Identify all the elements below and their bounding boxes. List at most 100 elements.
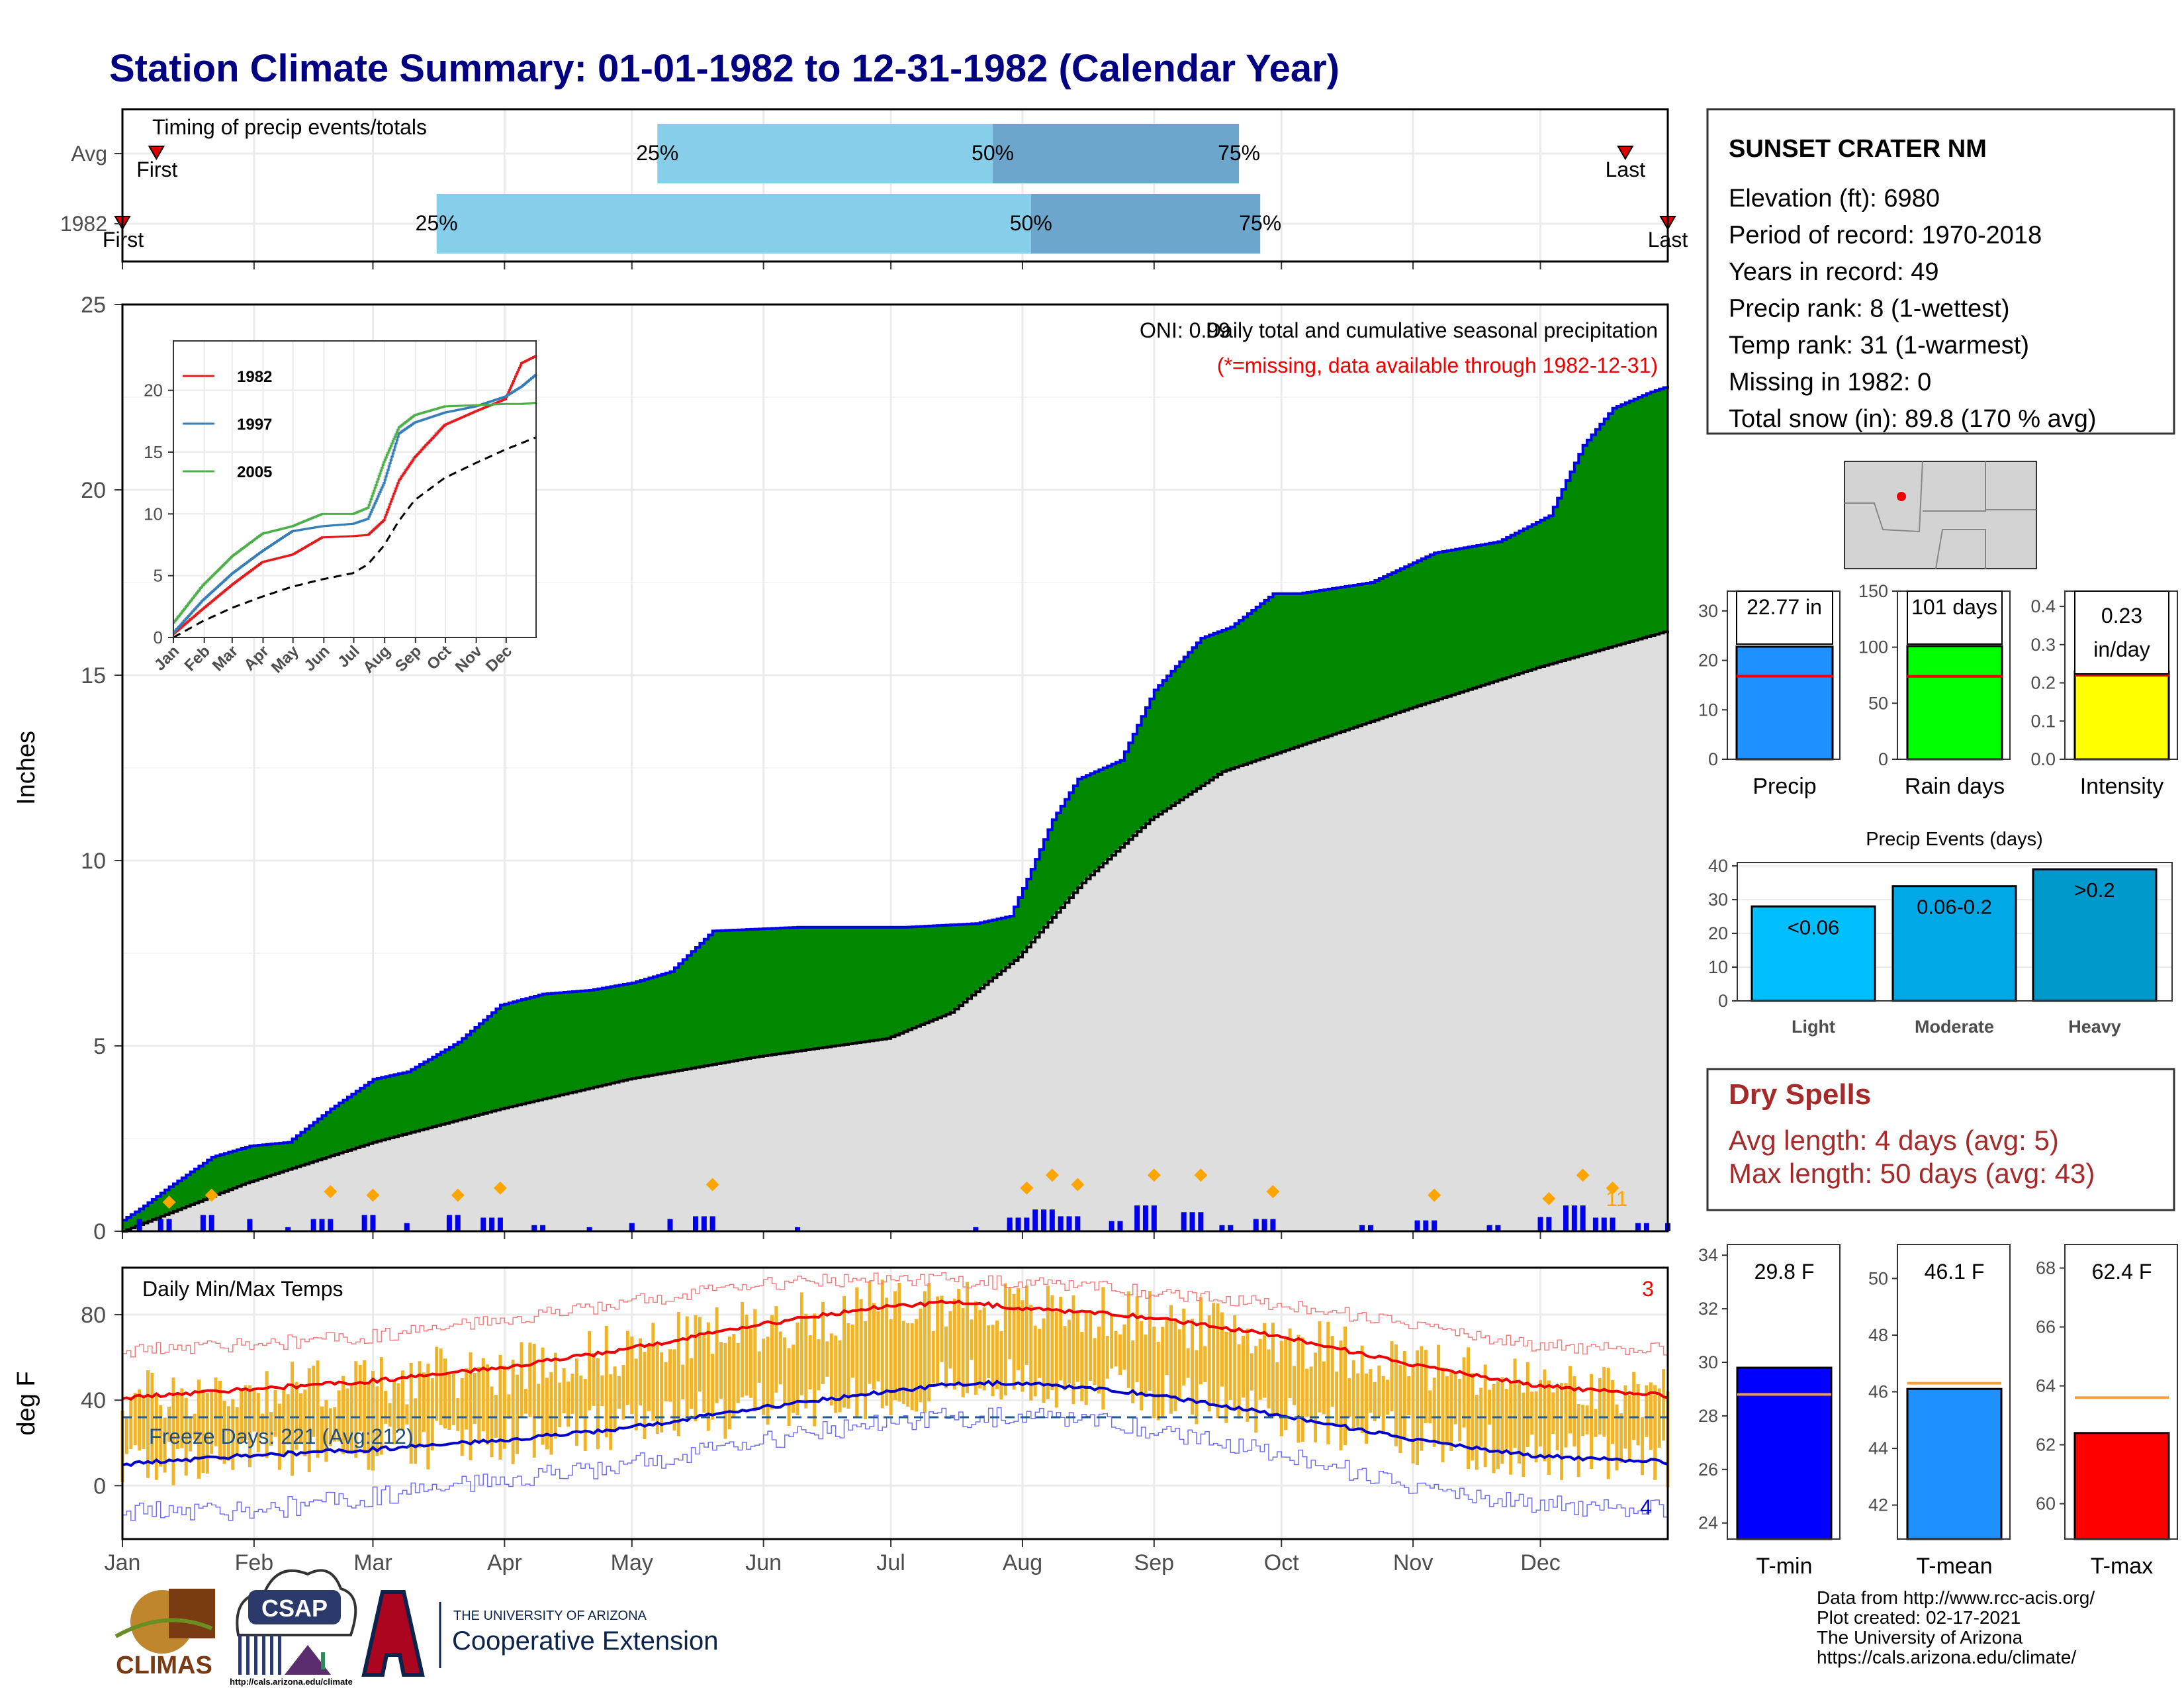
daily-temp-bar [1594, 1409, 1598, 1437]
daily-temp-bar [1126, 1291, 1130, 1388]
daily-precip-bar [1486, 1225, 1492, 1231]
daily-temp-bar [490, 1386, 494, 1458]
daily-temp-bar [1398, 1364, 1402, 1454]
timing-p25-label: 25% [416, 211, 458, 235]
daily-temp-bar [1428, 1390, 1432, 1424]
daily-temp-bar [384, 1390, 388, 1424]
daily-temp-bar [244, 1385, 248, 1440]
csap-logo-stripe [238, 1635, 242, 1675]
daily-temp-bar [690, 1358, 694, 1409]
daily-temp-bar [1110, 1315, 1114, 1369]
daily-temp-bar [1300, 1337, 1304, 1442]
month-label: Jun [745, 1550, 782, 1575]
daily-temp-bar [1254, 1346, 1258, 1433]
daily-temp-bar [685, 1316, 689, 1422]
inset-ytick-label: 5 [154, 566, 163, 586]
climas-logo-mark [169, 1589, 215, 1638]
daily-precip-bar [1253, 1219, 1259, 1231]
daily-temp-bar [1381, 1376, 1385, 1432]
daily-temp-bar [813, 1313, 817, 1427]
station-info-line: Elevation (ft): 6980 [1729, 185, 1940, 212]
daily-temp-bar [1199, 1297, 1203, 1385]
intensity-bar-ytick-label: 0.4 [2030, 596, 2056, 616]
daily-precip-bar [247, 1219, 253, 1231]
daily-temp-bar [838, 1340, 842, 1413]
first-event-label: First [136, 158, 177, 181]
daily-temp-bar [1611, 1380, 1615, 1444]
daily-temp-bar [354, 1361, 358, 1458]
daily-temp-bar [1585, 1405, 1589, 1434]
inset-ytick-label: 0 [154, 628, 163, 647]
daily-temp-bar [574, 1358, 578, 1446]
timing-p75-label: 75% [1239, 211, 1281, 235]
month-label: Jul [876, 1550, 905, 1575]
daily-temp-bar [477, 1366, 481, 1441]
footer-line: The University of Arizona [1817, 1627, 2023, 1648]
ua-logo-a [361, 1590, 425, 1677]
daily-temp-bar [1322, 1361, 1326, 1415]
daily-temp-bar [1530, 1391, 1534, 1435]
daily-temp-bar [422, 1372, 426, 1432]
daily-temp-bar [1233, 1315, 1237, 1409]
daily-temp-bar [1347, 1378, 1351, 1417]
month-label: Sep [1134, 1550, 1175, 1575]
daily-temp-bar [745, 1315, 749, 1396]
daily-precip-bar [1367, 1225, 1373, 1231]
daily-precip-bar [794, 1227, 800, 1231]
heavy-event-marker [451, 1188, 465, 1202]
timing-row-label: 1982 [60, 212, 107, 236]
daily-temp-bar [910, 1323, 914, 1411]
precip-bar-label: Precip [1752, 774, 1816, 799]
avg-min-line [122, 1380, 1668, 1468]
daily-precip-bar [455, 1215, 461, 1231]
daily-temp-bar [1029, 1305, 1033, 1401]
daily-temp-bar [1522, 1392, 1525, 1477]
precip-value-box [1736, 590, 1833, 645]
daily-precip-bar [1270, 1219, 1276, 1231]
heavy-event-count: 11 [1606, 1187, 1627, 1211]
record-min-line [122, 1407, 1668, 1522]
daily-precip-bar [709, 1216, 715, 1231]
inset-line-Avg [173, 436, 537, 639]
daily-temp-bar [808, 1335, 812, 1389]
daily-temp-bar [286, 1394, 290, 1445]
daily-temp-bar [1351, 1360, 1355, 1430]
daily-temp-bar [1258, 1338, 1262, 1400]
daily-temp-bar [1186, 1348, 1190, 1378]
daily-temp-bar [1314, 1352, 1318, 1442]
temp-chart: 0 40 80 Freeze Days: 221 (Avg:212) Daily Min… [13, 1266, 1670, 1575]
daily-temp-bar [1369, 1369, 1373, 1413]
daily-temp-bar [1246, 1329, 1250, 1422]
month-label: Aug [1003, 1550, 1043, 1575]
intensity-bar-ytick-label: 0.3 [2030, 635, 2056, 655]
daily-precip-bar [319, 1219, 325, 1231]
daily-temp-bar [481, 1358, 485, 1432]
daily-temp-bar [303, 1389, 307, 1456]
heavy-event-marker [1428, 1188, 1441, 1202]
daily-precip-bar [1537, 1217, 1543, 1231]
daily-temp-bar [609, 1374, 613, 1450]
daily-temp-bar [1662, 1369, 1666, 1441]
daily-temp-bar [741, 1301, 745, 1397]
state-borders [1844, 461, 2036, 569]
daily-temp-bar [1105, 1336, 1109, 1379]
daily-temp-bar [643, 1352, 647, 1440]
daily-temp-bar [375, 1386, 379, 1456]
daily-temp-bar [1416, 1350, 1420, 1465]
precip-event-bar-label: >0.2 [2074, 878, 2115, 902]
rain-days-value-box [1907, 590, 2003, 645]
daily-temp-bar [634, 1358, 638, 1430]
daily-temp-bar [1653, 1385, 1657, 1480]
precip-event-bar-label: 0.06-0.2 [1917, 896, 1992, 919]
daily-precip-bar [1228, 1225, 1234, 1231]
daily-temp-bar [604, 1325, 608, 1438]
daily-temp-bar [588, 1331, 592, 1411]
daily-precip-bar [328, 1219, 334, 1231]
precip-ytick-label: 5 [93, 1034, 106, 1059]
daily-temp-bar [1424, 1350, 1428, 1423]
tmean-bar-label: T-mean [1916, 1554, 1992, 1579]
rain-days-bar-ytick-label: 150 [1858, 581, 1888, 601]
precip-ytick-label: 15 [81, 663, 106, 688]
daily-precip-bar [1117, 1221, 1123, 1231]
daily-temp-bar [1365, 1373, 1369, 1444]
